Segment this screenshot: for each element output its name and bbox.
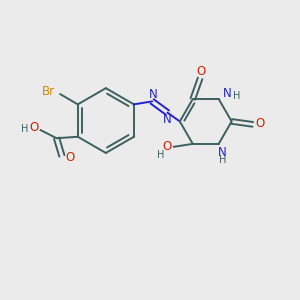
- Text: Br: Br: [42, 85, 56, 98]
- Text: O: O: [29, 122, 38, 134]
- Text: H: H: [20, 124, 28, 134]
- Text: H: H: [218, 155, 226, 165]
- Text: N: N: [223, 87, 232, 100]
- Text: N: N: [218, 146, 226, 159]
- Text: N: N: [163, 112, 171, 126]
- Text: H: H: [157, 150, 164, 160]
- Text: O: O: [196, 65, 206, 78]
- Text: N: N: [149, 88, 158, 101]
- Text: O: O: [65, 151, 75, 164]
- Text: O: O: [256, 117, 265, 130]
- Text: H: H: [233, 91, 241, 101]
- Text: O: O: [163, 140, 172, 153]
